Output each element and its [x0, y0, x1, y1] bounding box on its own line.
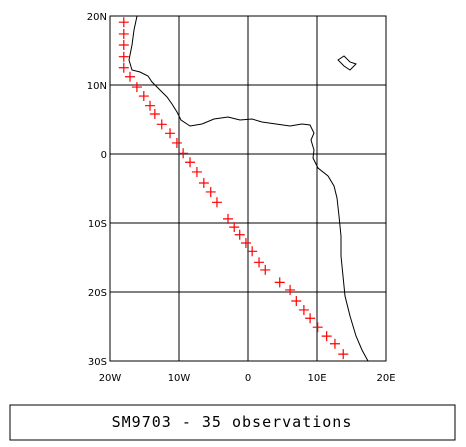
observation-marker — [145, 100, 156, 111]
observation-marker — [229, 222, 240, 233]
observation-marker — [285, 284, 296, 295]
observation-marker — [240, 238, 251, 249]
observation-marker — [338, 349, 349, 360]
x-tick-label: 10W — [168, 373, 191, 384]
observation-marker — [191, 166, 202, 177]
observation-marker — [274, 277, 285, 288]
observation-marker — [149, 108, 160, 119]
y-tick-label: 0 — [101, 150, 107, 161]
observation-marker — [211, 197, 222, 208]
observation-marker — [138, 91, 149, 102]
observation-marker — [198, 177, 209, 188]
observation-marker — [321, 331, 332, 342]
observation-marker — [118, 17, 129, 28]
observation-marker — [171, 137, 182, 148]
observation-marker — [254, 257, 265, 268]
observation-marker — [305, 313, 316, 324]
observation-marker — [165, 128, 176, 139]
x-tick-label: 0 — [245, 373, 251, 384]
observation-marker — [178, 148, 189, 159]
x-tick-label: 20E — [376, 373, 395, 384]
x-tick-label: 10E — [307, 373, 326, 384]
x-tick-label: 20W — [99, 373, 122, 384]
observation-marker — [125, 71, 136, 82]
chart-title: SM9703 - 35 observations — [112, 413, 353, 431]
observation-marker — [131, 82, 142, 93]
observation-marker — [291, 295, 302, 306]
observation-marker — [247, 246, 258, 257]
y-tick-label: 10S — [88, 219, 107, 230]
coastline — [128, 16, 369, 361]
observation-marker — [260, 264, 271, 275]
y-tick-label: 20S — [88, 288, 107, 299]
observation-marker — [156, 119, 167, 130]
observation-marker — [185, 157, 196, 168]
observation-marker — [118, 62, 129, 73]
observation-marker — [298, 304, 309, 315]
observation-marker — [312, 322, 323, 333]
observation-marker — [222, 213, 233, 224]
y-tick-label: 20N — [87, 12, 107, 23]
observation-marker — [118, 39, 129, 50]
y-tick-label: 30S — [88, 357, 107, 368]
observation-marker — [329, 338, 340, 349]
y-tick-label: 10N — [87, 81, 107, 92]
observation-marker — [205, 186, 216, 197]
observation-marker — [118, 51, 129, 62]
observation-marker — [234, 229, 245, 240]
observation-marker — [118, 28, 129, 39]
title-box — [9, 404, 456, 441]
